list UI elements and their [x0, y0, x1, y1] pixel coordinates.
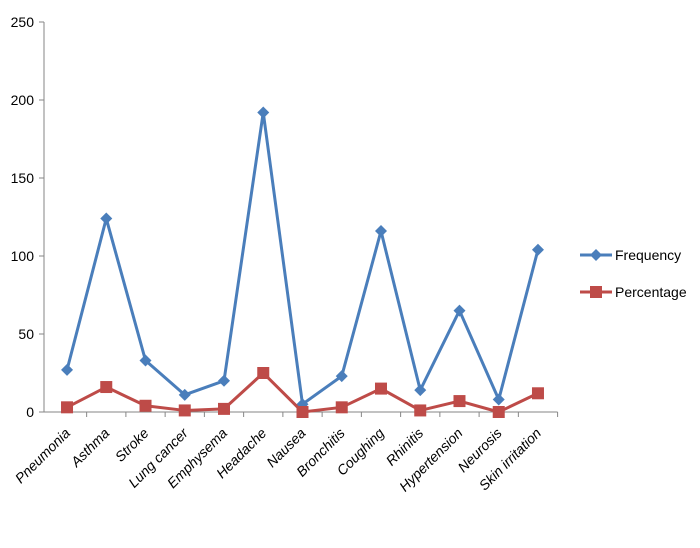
point	[492, 406, 505, 418]
point	[61, 363, 74, 376]
point	[61, 401, 74, 414]
point	[178, 404, 191, 417]
legend-label: Frequency	[615, 247, 681, 263]
point	[139, 354, 152, 367]
y-tick-label: 100	[11, 248, 35, 264]
point	[257, 367, 270, 379]
point	[335, 401, 348, 414]
point	[374, 225, 387, 238]
point	[414, 384, 427, 397]
point	[453, 395, 466, 408]
point	[453, 304, 466, 317]
point	[492, 393, 505, 406]
x-tick-label: Pneumonia	[12, 425, 74, 487]
point	[531, 387, 544, 400]
point	[296, 406, 309, 418]
point	[257, 106, 270, 119]
y-tick-label: 50	[18, 326, 34, 342]
point	[374, 382, 387, 395]
point	[100, 212, 113, 225]
y-tick-label: 200	[11, 92, 35, 108]
point	[590, 286, 602, 298]
point	[531, 243, 544, 256]
legend-label: Percentage	[615, 284, 687, 300]
point	[218, 402, 231, 415]
x-tick-label: Asthma	[67, 425, 113, 471]
point	[178, 388, 191, 401]
point	[414, 404, 427, 417]
y-tick-label: 250	[11, 14, 35, 30]
point	[218, 374, 231, 387]
point	[139, 399, 152, 412]
point	[590, 249, 602, 261]
point	[335, 370, 348, 383]
y-tick-label: 0	[26, 404, 34, 420]
y-tick-label: 150	[11, 170, 35, 186]
series-line	[65, 110, 540, 406]
point	[100, 381, 113, 394]
